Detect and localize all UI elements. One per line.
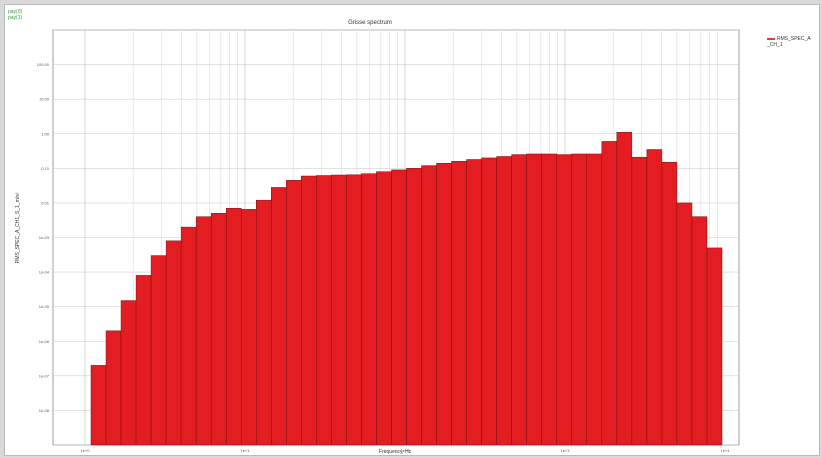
bar (706, 247, 723, 446)
y-ticks: 100.00 10.00 1.00 0.10 0.01 1e-03 1e-04 1e-05 1e… (37, 62, 50, 413)
y-tick-label: 0.01 (41, 200, 50, 205)
bar (180, 226, 197, 446)
x-tick-label: 1e+1 (240, 448, 250, 453)
bar (301, 175, 317, 446)
x-tick-label: 1e+2 (400, 448, 410, 453)
bar (240, 209, 257, 446)
y-tick-label: 100.00 (37, 62, 50, 67)
bar (165, 240, 182, 446)
corner-label-0: pay(0) (8, 9, 23, 15)
bar (661, 161, 678, 446)
bar (481, 157, 497, 446)
bar (556, 154, 573, 446)
corner-labels: pay(0) pay(1) (8, 9, 22, 21)
bar (511, 154, 527, 446)
bar (451, 161, 467, 446)
y-tick-label: 1e-08 (39, 408, 50, 413)
x-axis-label: Frequency, Hz (378, 449, 412, 455)
bar (120, 300, 137, 446)
y-tick-label: 1e-04 (39, 270, 50, 275)
bar (331, 174, 347, 446)
legend: RMS_SPEC_A _CH_1 (767, 36, 811, 48)
x-tick-label: 1e+4 (720, 448, 730, 453)
x-ticks: 1e+0 1e+1 1e+2 1e+3 1e+4 (80, 448, 730, 453)
bar (676, 202, 693, 446)
bar (691, 216, 708, 446)
bar (496, 156, 512, 446)
legend-swatch (767, 38, 775, 40)
legend-row: RMS_SPEC_A (767, 36, 811, 42)
y-tick-label: 10.00 (39, 97, 50, 102)
bar (376, 171, 392, 446)
chart-title: Grisse spectrum (348, 20, 392, 26)
bar (406, 168, 422, 446)
bar (526, 153, 542, 446)
bar (571, 153, 588, 446)
y-tick-label: 1e-05 (39, 304, 50, 309)
bar (90, 365, 107, 446)
bar (225, 208, 242, 446)
bars (90, 132, 723, 446)
bar (586, 153, 603, 446)
bar (150, 255, 167, 446)
bar (541, 153, 557, 446)
y-tick-label: 1e-07 (39, 373, 50, 378)
chart-window: pay(0) pay(1) Grisse spectrum RMS_SPEC_A… (4, 4, 820, 456)
y-tick-label: 1e-06 (39, 339, 50, 344)
bar (210, 213, 227, 446)
legend-entry-0: RMS_SPEC_A (777, 36, 811, 42)
y-tick-label: 1.00 (41, 131, 50, 136)
legend-row-2: _CH_1 (767, 42, 811, 48)
legend-entry-1: _CH_1 (767, 42, 783, 48)
bar (286, 180, 302, 446)
bar (421, 165, 437, 446)
bar (631, 156, 648, 446)
y-tick-label: 0.10 (41, 166, 50, 171)
corner-label-1: pay(1) (8, 15, 23, 21)
bar (105, 330, 122, 446)
bar (466, 159, 482, 446)
plot-area: 100.00 10.00 1.00 0.10 0.01 1e-03 1e-04 1e-05 1e… (37, 29, 740, 453)
bar (361, 173, 377, 446)
y-tick-label: 1e-03 (39, 235, 50, 240)
bar (616, 132, 633, 446)
bar (601, 141, 618, 446)
bar (391, 169, 407, 446)
bar (346, 174, 362, 446)
x-tick-label: 1e+3 (560, 448, 570, 453)
bar (271, 187, 287, 446)
bar (256, 199, 272, 446)
bar (436, 163, 452, 446)
bar (646, 149, 663, 446)
bar (316, 175, 332, 446)
bar (195, 216, 212, 446)
x-tick-label: 1e+0 (80, 448, 90, 453)
bar (135, 275, 152, 446)
